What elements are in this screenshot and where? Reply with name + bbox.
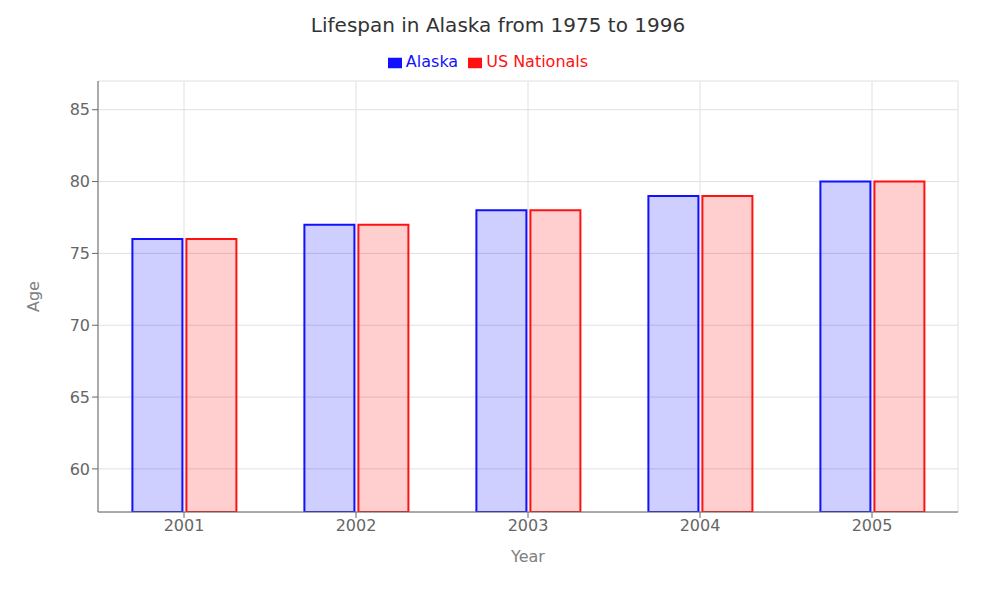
svg-text:2001: 2001 <box>164 516 205 535</box>
svg-text:2003: 2003 <box>508 516 549 535</box>
html-text:Alaska: Alaska <box>405 52 459 71</box>
svg-text:70: 70 <box>70 316 90 335</box>
svg-text:Age: Age <box>24 281 43 312</box>
svg-text:2005: 2005 <box>852 516 893 535</box>
svg-text:80: 80 <box>70 172 90 191</box>
html-text:Lifespan in Alaska from 1975 t: Lifespan in Alaska from 1975 to 1996 <box>310 13 686 37</box>
svg-text:60: 60 <box>70 460 90 479</box>
svg-text:2004: 2004 <box>680 516 721 535</box>
svg-text:65: 65 <box>70 388 90 407</box>
html-text:US Nationals: US Nationals <box>486 52 589 71</box>
svg-text:2002: 2002 <box>336 516 377 535</box>
svg-text:Year: Year <box>510 547 545 566</box>
svg-text:85: 85 <box>70 100 90 119</box>
svg-text:75: 75 <box>70 244 90 263</box>
